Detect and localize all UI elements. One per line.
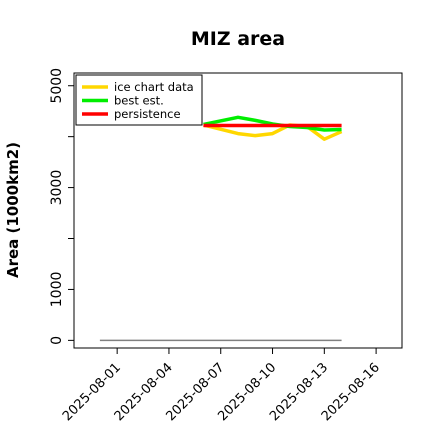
- series-line-ice-chart-data: [203, 123, 343, 141]
- plot-frame: [73, 72, 403, 349]
- series-line-best-est: [203, 115, 342, 132]
- y-tick-label: 5000: [49, 68, 65, 104]
- legend-label-ice-chart-data: ice chart data: [114, 80, 194, 94]
- y-axis-label: Area (1000km2): [4, 142, 22, 278]
- legend-label-best-est: best est.: [114, 94, 164, 108]
- legend-label-persistence: persistence: [114, 107, 181, 121]
- y-tick-label: 0: [49, 336, 65, 345]
- y-tick-label: 3000: [49, 170, 65, 206]
- y-tick-label: 1000: [49, 272, 65, 308]
- chart-title: MIZ area: [191, 28, 285, 50]
